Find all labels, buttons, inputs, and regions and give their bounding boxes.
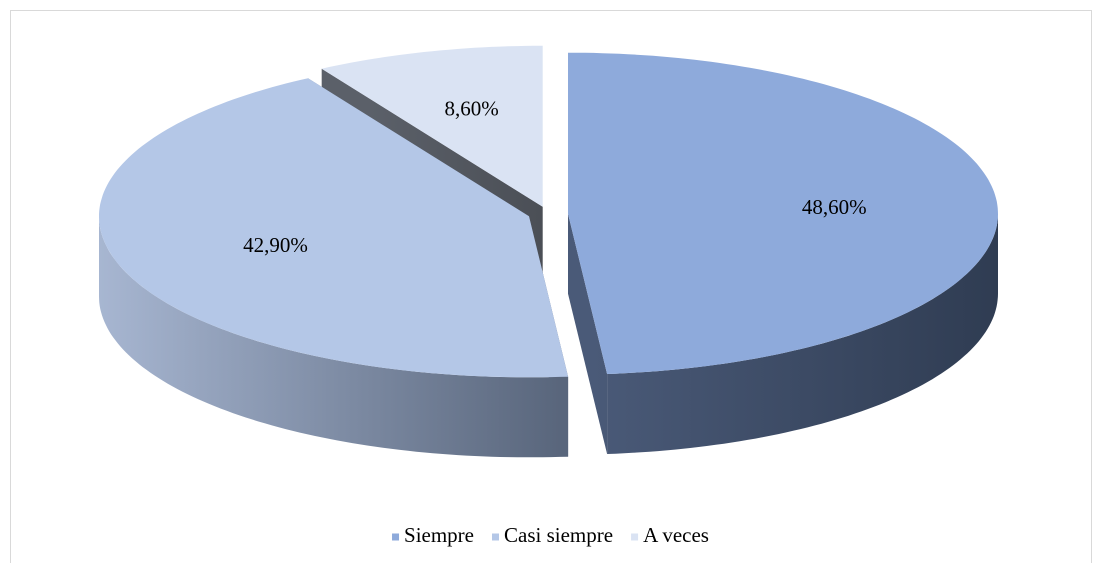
legend-swatch: [631, 533, 639, 541]
legend-label: A veces: [643, 523, 709, 547]
data-label: 8,60%: [444, 96, 498, 120]
legend-label: Casi siempre: [504, 523, 613, 547]
slice-wall: [607, 213, 998, 454]
pie-slice: [568, 52, 998, 374]
pie-slice: [321, 45, 543, 207]
data-label: 42,90%: [243, 233, 308, 257]
slice-wall: [99, 216, 569, 458]
legend-swatch: [392, 533, 400, 541]
legend-label: Siempre: [404, 523, 474, 547]
chart-frame: [10, 10, 1092, 563]
slice-side: [568, 213, 608, 454]
pie-slice: [99, 78, 569, 378]
legend-swatch: [492, 533, 500, 541]
data-label: 48,60%: [802, 195, 867, 219]
legend: Siempre Casi siempre A veces: [392, 523, 709, 547]
